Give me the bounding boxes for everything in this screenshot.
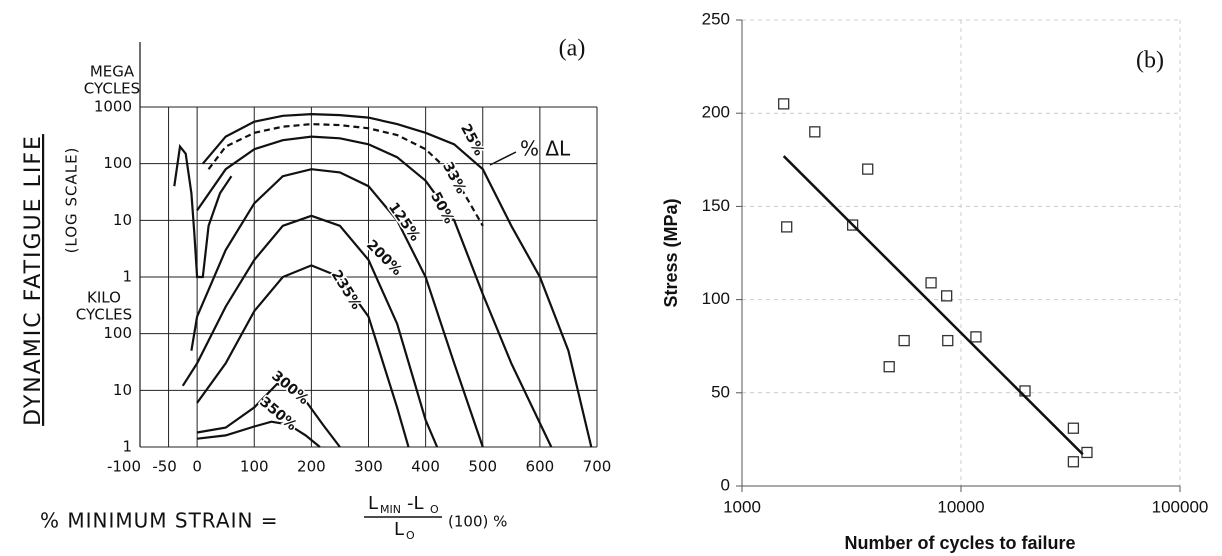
y-tick-label: 200 bbox=[702, 103, 730, 122]
x-tick-label: 700 bbox=[583, 458, 612, 476]
x-tick-label: 0 bbox=[192, 458, 202, 476]
curve-label: 33% bbox=[439, 159, 469, 196]
x-tick-label: 200 bbox=[297, 458, 326, 476]
curve-label: 235% bbox=[328, 267, 364, 312]
y-unit: CYCLES bbox=[84, 80, 140, 98]
y-unit: KILO bbox=[87, 289, 121, 307]
panel-label: (b) bbox=[1136, 48, 1164, 74]
trend-line bbox=[782, 155, 1084, 456]
point bbox=[970, 331, 982, 343]
y-tick-label: 100 bbox=[103, 324, 132, 342]
y-unit: CYCLES bbox=[76, 306, 132, 324]
x-tick-label: 300 bbox=[354, 458, 383, 476]
y-tick-label: 50 bbox=[711, 382, 730, 401]
x-tick-label: 600 bbox=[526, 458, 555, 476]
curve-label: 125% bbox=[385, 200, 423, 245]
y-tick-label: 1 bbox=[122, 438, 132, 456]
formula-part: O bbox=[430, 503, 439, 516]
y-tick-label: 250 bbox=[702, 9, 730, 28]
point bbox=[941, 290, 953, 302]
annotation: % ΔL bbox=[520, 137, 571, 161]
panel-label: (a) bbox=[559, 36, 586, 62]
point bbox=[1081, 446, 1093, 459]
curve-label: 25% bbox=[457, 121, 487, 158]
formula-part: O bbox=[406, 529, 415, 542]
curve bbox=[190, 168, 484, 448]
point bbox=[809, 126, 821, 138]
formula-part: L bbox=[368, 493, 378, 514]
y-axis-subtitle: (LOG SCALE) bbox=[63, 147, 81, 254]
x-axis-title: % MINIMUM STRAIN = bbox=[40, 509, 279, 533]
formula-part: L bbox=[394, 519, 404, 540]
curve bbox=[196, 382, 341, 448]
x-tick-label: 1000 bbox=[723, 497, 761, 516]
x-axis-formula: L MIN -L O L O (100) % bbox=[364, 493, 507, 542]
y-tick-label: 100 bbox=[103, 154, 132, 172]
formula-part: (100) % bbox=[448, 513, 507, 531]
y-unit: MEGA bbox=[90, 63, 135, 81]
point bbox=[942, 334, 954, 347]
x-tick-label: 400 bbox=[411, 458, 440, 476]
y-tick-label: 10 bbox=[113, 381, 132, 399]
y-tick-label: 1 bbox=[122, 268, 132, 286]
point bbox=[1067, 456, 1080, 468]
x-tick-label: -50 bbox=[152, 458, 177, 476]
point bbox=[1067, 422, 1080, 434]
x-tick-label: 100 bbox=[240, 458, 269, 476]
y-tick-label: 100 bbox=[702, 289, 730, 308]
point bbox=[781, 221, 793, 233]
curve bbox=[196, 264, 410, 448]
point bbox=[862, 163, 874, 175]
curve bbox=[181, 214, 439, 448]
curve bbox=[173, 143, 233, 279]
curve-label: 200% bbox=[363, 237, 405, 279]
point bbox=[778, 98, 790, 110]
point bbox=[883, 361, 895, 373]
curve bbox=[196, 420, 321, 448]
point bbox=[925, 277, 937, 289]
x-tick-label: 100000 bbox=[1152, 497, 1209, 516]
y-tick-label: 150 bbox=[702, 196, 730, 215]
x-axis-title: Number of cycles to failure bbox=[844, 533, 1075, 553]
y-tick-label: 0 bbox=[721, 475, 730, 494]
y-tick-label: 10 bbox=[113, 211, 132, 229]
annotation-arrow bbox=[489, 151, 517, 166]
x-tick-label: -100 bbox=[107, 458, 141, 476]
formula-part: -L bbox=[407, 493, 424, 514]
x-tick-label: 500 bbox=[468, 458, 497, 476]
curve bbox=[201, 112, 593, 448]
y-axis-title: Stress (MPa) bbox=[661, 198, 681, 307]
point bbox=[846, 219, 859, 231]
formula-part: MIN bbox=[380, 503, 401, 516]
x-tick-label: 10000 bbox=[937, 497, 984, 516]
curve-label: 50% bbox=[427, 189, 457, 226]
point bbox=[898, 334, 910, 347]
curve bbox=[196, 135, 553, 448]
y-tick-label: 1000 bbox=[94, 98, 132, 116]
y-axis-title: DYNAMIC FATIGUE LIFE bbox=[21, 134, 46, 426]
